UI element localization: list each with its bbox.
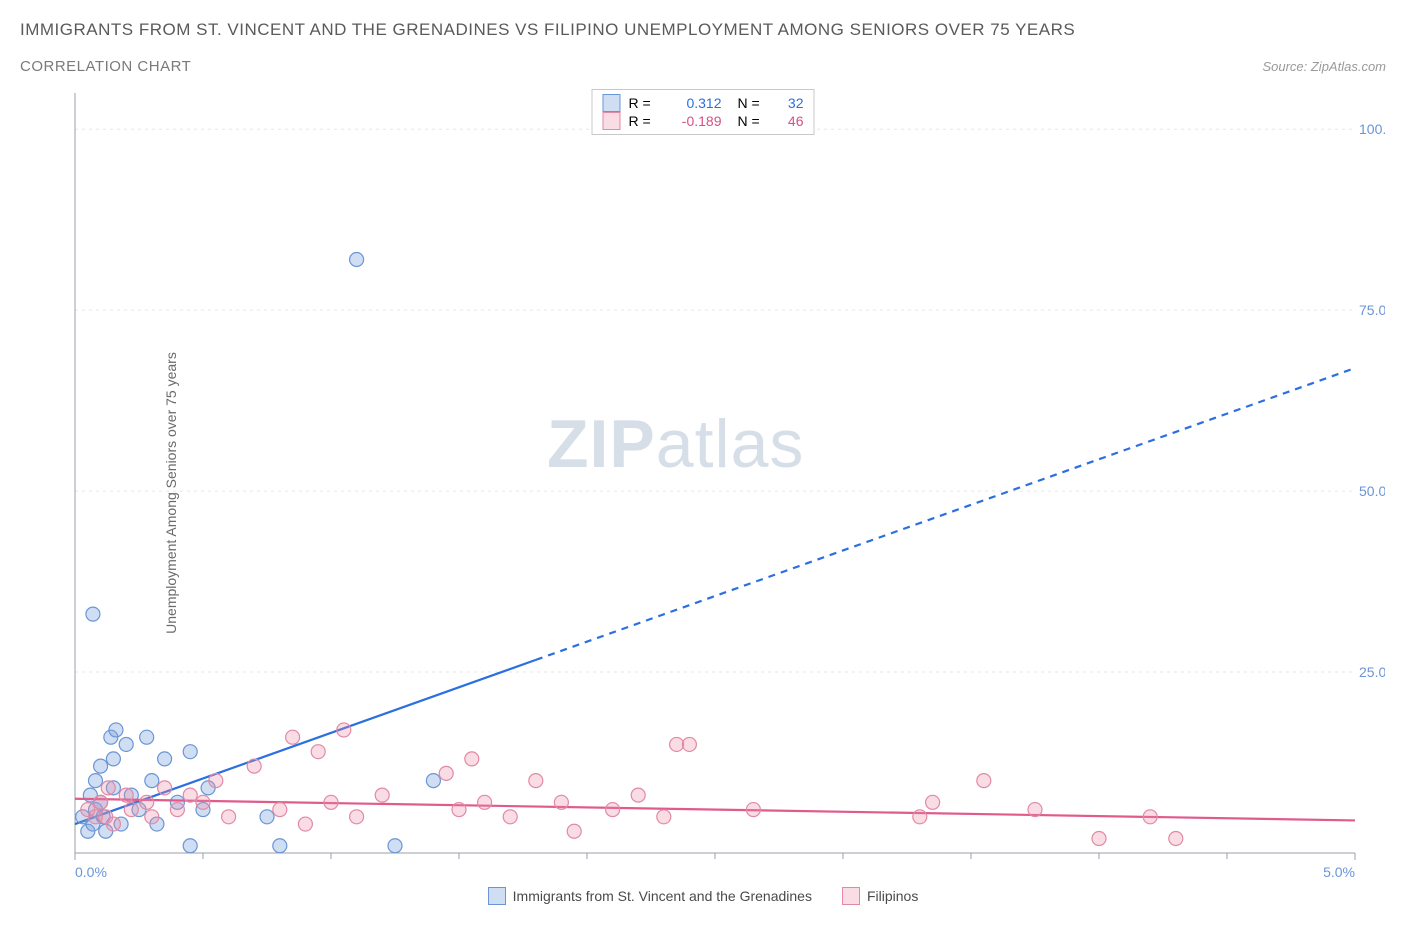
correlation-chart: Unemployment Among Seniors over 75 years… [20, 83, 1386, 903]
n-value-pink: 46 [776, 113, 804, 129]
subtitle: CORRELATION CHART [20, 58, 191, 75]
svg-text:5.0%: 5.0% [1323, 864, 1355, 880]
svg-text:100.0%: 100.0% [1359, 121, 1385, 137]
source-label: Source: ZipAtlas.com [1262, 59, 1386, 74]
page-title: IMMIGRANTS FROM ST. VINCENT AND THE GREN… [20, 20, 1386, 40]
swatch-blue-icon [603, 94, 621, 112]
svg-text:75.0%: 75.0% [1359, 302, 1385, 318]
legend-item-blue: Immigrants from St. Vincent and the Gren… [488, 887, 812, 905]
n-value-blue: 32 [776, 95, 804, 111]
swatch-blue-icon [488, 887, 506, 905]
r-value-blue: 0.312 [667, 95, 722, 111]
legend-series: Immigrants from St. Vincent and the Gren… [20, 887, 1386, 905]
legend-item-pink: Filipinos [842, 887, 918, 905]
legend-stats: R = 0.312 N = 32 R = -0.189 N = 46 [592, 89, 815, 135]
subtitle-row: CORRELATION CHART Source: ZipAtlas.com [20, 58, 1386, 75]
chart-svg: 25.0% 50.0% 75.0% 100.0% 0.0% 5.0% [20, 83, 1385, 903]
r-value-pink: -0.189 [667, 113, 722, 129]
swatch-pink-icon [842, 887, 860, 905]
legend-label-pink: Filipinos [867, 888, 918, 904]
swatch-pink-icon [603, 112, 621, 130]
y-axis-label: Unemployment Among Seniors over 75 years [163, 352, 179, 634]
svg-text:50.0%: 50.0% [1359, 483, 1385, 499]
legend-stats-row-blue: R = 0.312 N = 32 [603, 94, 804, 112]
svg-text:0.0%: 0.0% [75, 864, 107, 880]
legend-label-blue: Immigrants from St. Vincent and the Gren… [513, 888, 812, 904]
legend-stats-row-pink: R = -0.189 N = 46 [603, 112, 804, 130]
svg-text:25.0%: 25.0% [1359, 664, 1385, 680]
